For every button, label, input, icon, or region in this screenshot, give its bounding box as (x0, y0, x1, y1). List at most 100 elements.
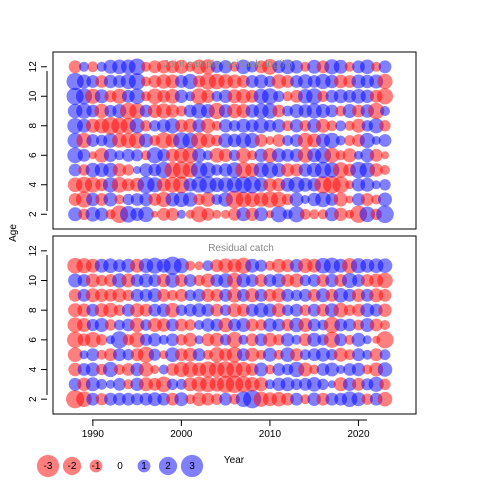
residual-bubble (307, 274, 321, 287)
residual-bubble (167, 289, 178, 301)
residual-bubble (381, 151, 389, 160)
panel-frame (52, 51, 417, 230)
residual-bubble (280, 377, 295, 392)
residual-bubble (254, 134, 268, 147)
residual-bubble (291, 334, 302, 345)
residual-bubble (379, 179, 391, 191)
residual-bubble (123, 379, 134, 390)
residual-bubble (289, 119, 304, 133)
residual-bubble (85, 362, 100, 377)
y-tick-label: 2 (28, 396, 39, 402)
residual-bubble (166, 207, 179, 221)
residual-bubble (344, 349, 355, 361)
residual-bubble (343, 318, 356, 332)
residual-bubble (201, 318, 215, 332)
residual-bubble (68, 163, 82, 177)
residual-bubble (290, 392, 303, 406)
legend-bubble (89, 459, 103, 473)
residual-bubble (85, 273, 100, 288)
residual-bubble (378, 192, 392, 207)
residual-bubble (299, 349, 311, 361)
residual-bubble (300, 195, 310, 204)
residual-bubble (183, 274, 197, 287)
residual-bubble (282, 135, 293, 146)
residual-bubble (316, 347, 330, 362)
residual-bubble (245, 333, 259, 347)
residual-bubble (273, 90, 285, 103)
residual-bubble (316, 392, 330, 406)
residual-bubble (377, 73, 393, 90)
panel-title-joint: Joint sample residuals log(N) (164, 59, 293, 70)
residual-bubble (157, 207, 171, 221)
residual-bubble (377, 258, 393, 274)
residual-bubble (68, 207, 83, 222)
panel-title-catch: Residual catch (208, 243, 274, 254)
residual-bubble (245, 258, 260, 273)
residual-bubble (77, 148, 91, 162)
residual-bubble (175, 274, 188, 287)
residual-bubble (288, 206, 305, 223)
residual-bubble (114, 364, 125, 375)
residual-bubble (114, 150, 125, 161)
residual-bubble (280, 163, 295, 177)
residual-bubble (122, 193, 134, 206)
residual-bubble (360, 193, 374, 206)
residual-bubble (264, 364, 275, 375)
residual-bubble (360, 89, 374, 104)
legend-label: -3 (44, 461, 53, 472)
residual-bubble (166, 378, 179, 390)
residual-bubble (173, 258, 189, 274)
residual-bubble (380, 165, 390, 175)
residual-bubble (324, 147, 340, 163)
x-tick-label: 1990 (82, 429, 105, 440)
residual-bubble (371, 180, 381, 190)
residual-bubble (165, 74, 180, 89)
residual-bubble (194, 335, 204, 345)
residual-bubble (280, 333, 295, 347)
residual-bubble (200, 118, 216, 134)
residual-bubble (141, 61, 151, 72)
residual-bubble (345, 195, 354, 204)
residual-bubble (362, 335, 372, 345)
residual-bubble (94, 103, 109, 119)
residual-bubble (112, 288, 127, 303)
residual-bubble (95, 207, 109, 221)
residual-bubble (85, 377, 100, 392)
residual-bubble (121, 392, 135, 406)
residual-bubble (176, 105, 187, 117)
residual-bubble (192, 148, 207, 163)
y-tick-label: 10 (28, 275, 39, 287)
residual-bubble (369, 148, 383, 162)
residual-bubble (290, 303, 303, 317)
residual-bubble (380, 106, 390, 116)
y-tick-label: 12 (28, 245, 39, 257)
residual-bubble (68, 288, 82, 302)
residual-bubble (271, 191, 287, 208)
residual-bubble (378, 60, 392, 74)
legend-label: 3 (189, 461, 195, 472)
residual-bubble (333, 347, 348, 362)
legend-bubble (158, 456, 178, 476)
residual-bubble (212, 209, 222, 219)
residual-bubble (352, 377, 365, 391)
residual-bubble (129, 118, 145, 134)
y-tick-label: 8 (28, 307, 39, 313)
residual-bubble (201, 288, 215, 302)
residual-bubble (368, 102, 385, 120)
y-tick-label: 6 (28, 337, 39, 343)
residual-bubble (218, 119, 233, 133)
residual-bubble (122, 289, 134, 301)
residual-bubble (113, 348, 126, 362)
residual-bubble (201, 89, 215, 104)
residual-bubble (202, 260, 214, 272)
residual-bubble (327, 380, 336, 389)
y-axis-label: Age (8, 224, 19, 242)
residual-bubble (378, 134, 392, 147)
residual-bubble (139, 303, 153, 317)
residual-bubble (210, 288, 224, 302)
residual-bubble (351, 118, 366, 133)
residual-bubble (307, 303, 321, 317)
residual-bubble (133, 166, 142, 174)
residual-bubble (129, 88, 145, 105)
